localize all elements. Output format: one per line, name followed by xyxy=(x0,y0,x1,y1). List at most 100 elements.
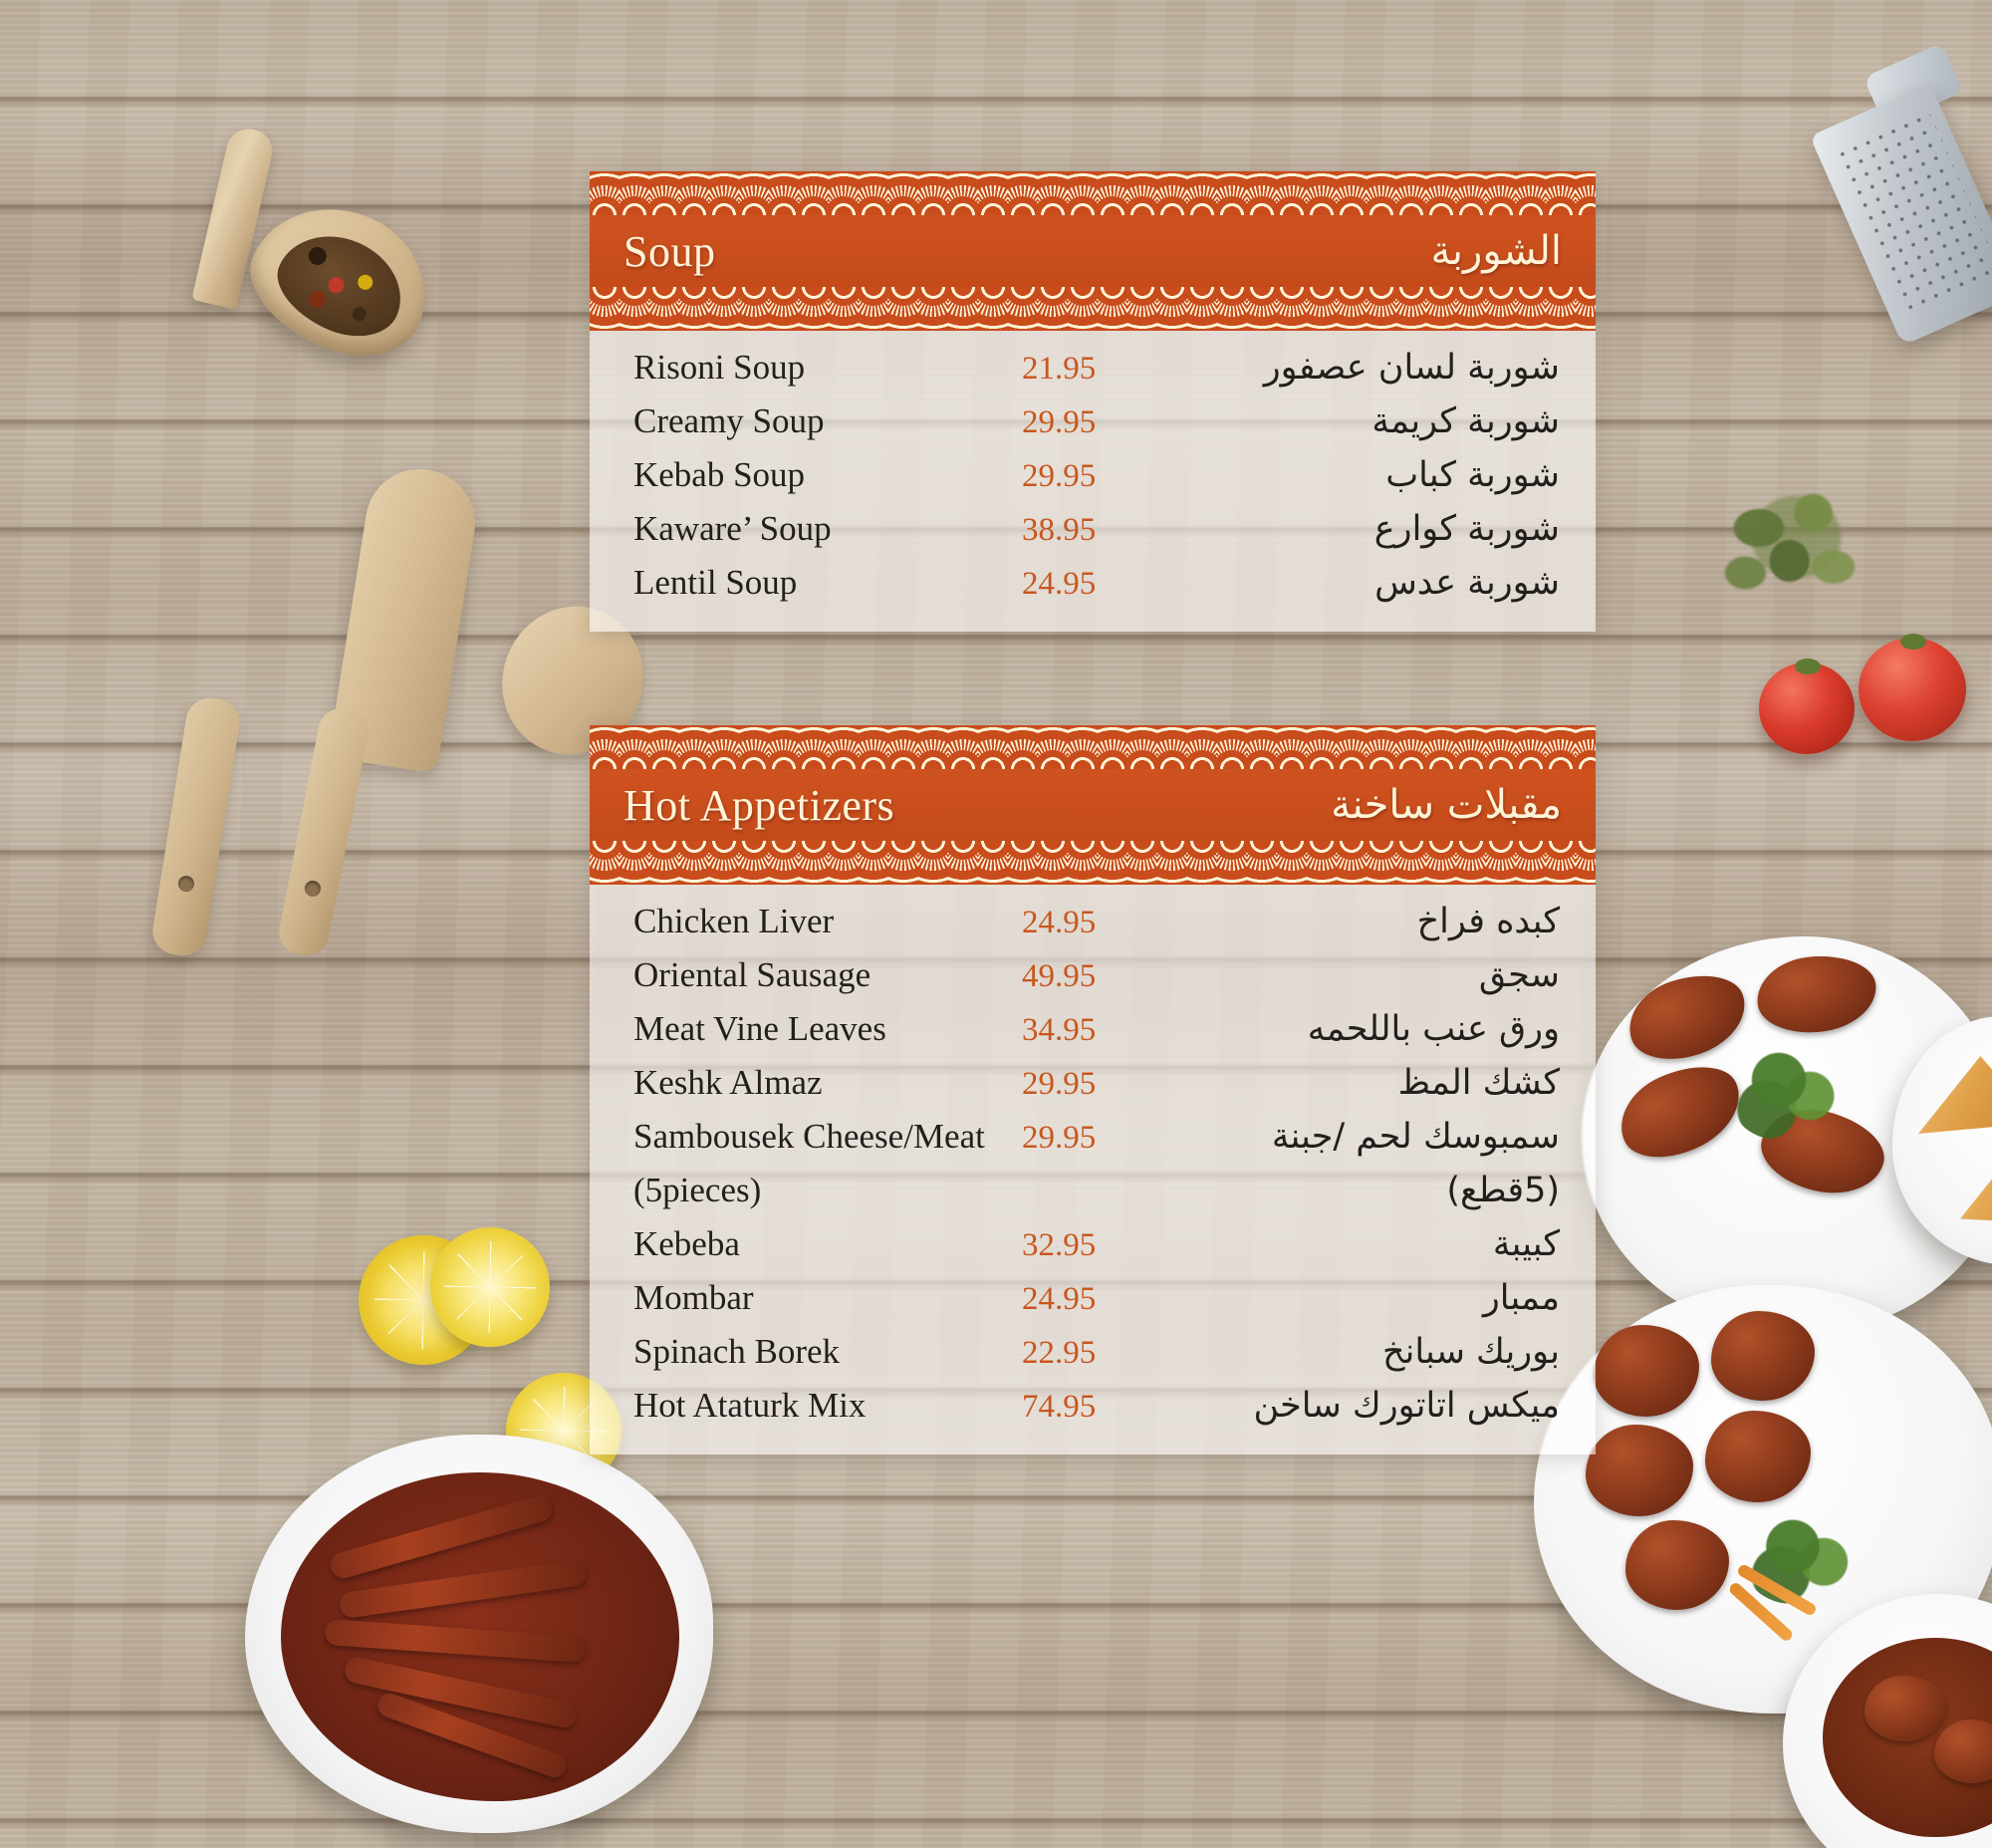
menu-item-price: 29.95 xyxy=(1022,458,1097,494)
menu-item-row[interactable]: Keshk Almaz 29.95 كشك المظ xyxy=(590,1056,1596,1110)
ornament-border-top xyxy=(590,725,1596,769)
menu-item-name-en: Keshk Almaz xyxy=(633,1063,823,1102)
menu-item-name-en: Risoni Soup xyxy=(633,348,806,387)
menu-item-name-en: Spinach Borek xyxy=(633,1332,841,1371)
samosa-piece xyxy=(1960,1144,1992,1225)
menu-item-price: 29.95 xyxy=(1022,404,1097,440)
ornament-border-bottom xyxy=(590,841,1596,885)
section-title-en: Soup xyxy=(623,226,716,276)
ornament-border-bottom xyxy=(590,287,1596,331)
sausage-link xyxy=(374,1690,571,1781)
grater-holes xyxy=(1833,108,1992,321)
spoon-hole xyxy=(303,879,323,899)
section-header-hot-appetizers: Hot Appetizers مقبلات ساخنة xyxy=(590,769,1596,841)
stew-platter xyxy=(1783,1594,1992,1848)
samosa-piece xyxy=(1918,1056,1992,1134)
menu-item-portion-ar: (5قطع) xyxy=(1446,1171,1560,1210)
menu-item-row[interactable]: Kebab Soup 29.95 شوربة كباب xyxy=(590,448,1596,502)
menu-item-name-ar: سمبوسك لحم /جبنة xyxy=(1271,1117,1560,1157)
wooden-spatula-handle xyxy=(148,694,244,959)
lemon-slice xyxy=(430,1227,550,1347)
parsley-garnish xyxy=(1731,1040,1851,1140)
menu-item-row[interactable]: Sambousek Cheese/Meat 29.95 سمبوسك لحم /… xyxy=(590,1110,1596,1164)
menu-item-price: 38.95 xyxy=(1022,512,1097,548)
sausage-sauce xyxy=(281,1472,679,1801)
sausage-link xyxy=(327,1492,556,1582)
menu-item-name-en: Kebeba xyxy=(633,1224,740,1263)
menu-item-row[interactable]: Spinach Borek 22.95 بوريك سبانخ xyxy=(590,1325,1596,1379)
menu-item-name-en: Kebab Soup xyxy=(633,455,806,494)
section-title-ar: الشوربة xyxy=(1430,228,1562,274)
menu-item-name-en: Chicken Liver xyxy=(633,902,835,940)
menu-item-name-ar: شوربة عدس xyxy=(1374,563,1560,603)
menu-item-row[interactable]: Chicken Liver 24.95 كبده فراخ xyxy=(590,895,1596,948)
kofta-ball xyxy=(1705,1411,1811,1502)
kofta-piece xyxy=(1753,949,1880,1039)
menu-item-portion-en: (5pieces) xyxy=(633,1171,762,1209)
wooden-scoop-spices xyxy=(263,216,418,354)
tomato-stem xyxy=(1900,634,1926,650)
menu-item-name-en: Hot Ataturk Mix xyxy=(633,1386,867,1425)
meat-chunk xyxy=(1934,1719,1992,1783)
kofta-ball xyxy=(1711,1311,1815,1401)
menu-item-list-soup: Risoni Soup 21.95 شوربة لسان عصفور Cream… xyxy=(590,331,1596,632)
allspice-berry xyxy=(306,288,329,311)
sausage-link xyxy=(324,1618,587,1664)
menu-item-row[interactable]: Mombar 24.95 ممبار xyxy=(590,1271,1596,1325)
metal-grater xyxy=(1809,83,1992,346)
menu-item-row[interactable]: Kebeba 32.95 كبيبة xyxy=(590,1217,1596,1271)
kofta-ball xyxy=(1625,1520,1729,1610)
menu-item-name-en: Creamy Soup xyxy=(633,401,825,440)
menu-item-price: 22.95 xyxy=(1022,1335,1097,1371)
menu-item-name-ar: شوربة كوارع xyxy=(1373,509,1560,549)
menu-item-price: 21.95 xyxy=(1022,351,1097,387)
tomato-stem xyxy=(1795,659,1821,674)
tomato xyxy=(1759,659,1855,754)
sausage-platter xyxy=(245,1435,713,1833)
sausage-link xyxy=(338,1558,589,1620)
peppercorn xyxy=(305,244,330,268)
wooden-scoop-bowl xyxy=(230,180,451,380)
menu-item-price: 34.95 xyxy=(1022,1012,1097,1048)
menu-item-row[interactable]: Kaware’ Soup 38.95 شوربة كوارع xyxy=(590,502,1596,556)
menu-item-name-en: Sambousek Cheese/Meat xyxy=(633,1117,985,1156)
tomato xyxy=(1859,634,1966,741)
menu-item-row[interactable]: Lentil Soup 24.95 شوربة عدس xyxy=(590,556,1596,610)
menu-item-name-ar: شوربة كباب xyxy=(1385,455,1560,495)
kofta-ball xyxy=(1586,1425,1693,1516)
menu-item-name-ar: كشك المظ xyxy=(1397,1063,1560,1103)
menu-item-row[interactable]: Oriental Sausage 49.95 سجق xyxy=(590,948,1596,1002)
lemon-segments xyxy=(444,1241,536,1333)
kofta-platter xyxy=(1582,936,1992,1335)
sausage-link xyxy=(342,1655,581,1730)
menu-item-row[interactable]: Meat Vine Leaves 34.95 ورق عنب باللحمه xyxy=(590,1002,1596,1056)
menu-item-price: 29.95 xyxy=(1022,1120,1097,1156)
menu-item-price: 49.95 xyxy=(1022,958,1097,994)
herb-bunch xyxy=(1708,468,1877,618)
menu-item-row[interactable]: Hot Ataturk Mix 74.95 ميكس اتاتورك ساخن xyxy=(590,1379,1596,1433)
section-header-soup: Soup الشوربة xyxy=(590,215,1596,287)
menu-section-hot-appetizers: Hot Appetizers مقبلات ساخنة Chicken Live… xyxy=(590,725,1596,1454)
meat-chunk xyxy=(1865,1676,1946,1741)
wooden-scoop-handle xyxy=(191,125,277,310)
menu-item-name-en: Mombar xyxy=(633,1278,754,1317)
wooden-spatula-blade xyxy=(328,461,483,774)
wooden-spoon-handle xyxy=(275,704,373,959)
menu-item-price: 24.95 xyxy=(1022,566,1097,602)
menu-item-name-ar: كبده فراخ xyxy=(1416,902,1560,941)
menu-item-name-ar: ورق عنب باللحمه xyxy=(1307,1009,1560,1049)
lemon-slice xyxy=(359,1235,488,1365)
menu-item-name-ar: كبيبة xyxy=(1492,1224,1560,1264)
menu-item-row[interactable]: Creamy Soup 29.95 شوربة كريمة xyxy=(590,395,1596,448)
spatula-hole xyxy=(176,874,196,894)
kofta-piece xyxy=(1607,1049,1754,1175)
menu-item-price: 24.95 xyxy=(1022,905,1097,940)
menu-item-list-hot-appetizers: Chicken Liver 24.95 كبده فراخ Oriental S… xyxy=(590,885,1596,1454)
menu-item-name-ar: شوربة كريمة xyxy=(1371,401,1560,441)
section-title-en: Hot Appetizers xyxy=(623,780,895,830)
menu-item-price: 32.95 xyxy=(1022,1227,1097,1263)
menu-item-price: 29.95 xyxy=(1022,1066,1097,1102)
menu-item-row-continuation: (5pieces) (5قطع) xyxy=(590,1164,1596,1217)
menu-item-row[interactable]: Risoni Soup 21.95 شوربة لسان عصفور xyxy=(590,341,1596,395)
